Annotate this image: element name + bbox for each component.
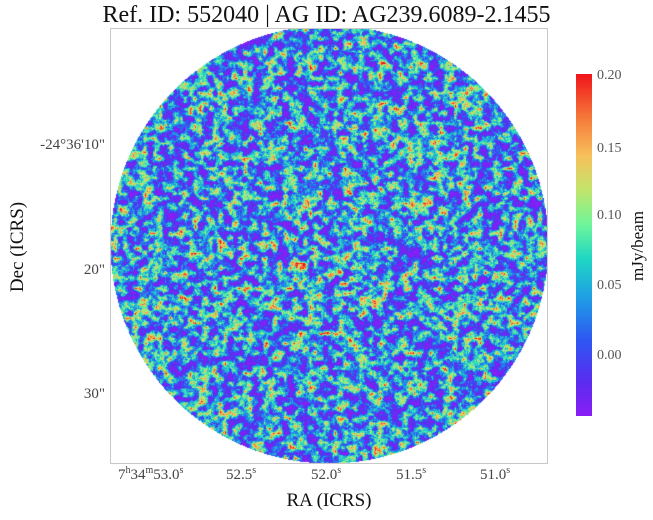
x-tick-seconds: 52.5 xyxy=(226,467,253,483)
x-tick-label: 51.5s xyxy=(396,465,427,483)
x-tick-label: 52.5s xyxy=(226,465,257,483)
y-tick-label: 20" xyxy=(83,262,105,278)
x-tick-seconds: 51.0 xyxy=(480,467,507,483)
x-tick-hours: 7 xyxy=(118,467,126,483)
colorbar-tick-label: 0.20 xyxy=(597,68,622,83)
colorbar-label: mJy/beam xyxy=(628,211,647,281)
plot-title: Ref. ID: 552040 | AG ID: AG239.6089-2.14… xyxy=(102,2,551,28)
colorbar-tick-label: 0.15 xyxy=(597,141,622,156)
colorbar-tick-label: 0.10 xyxy=(597,208,622,223)
y-tick-label: -24°36'10" xyxy=(40,137,105,153)
radio-intensity-map xyxy=(110,28,548,464)
x-tick-label: 52.0s xyxy=(311,465,342,483)
y-axis-label: Dec (ICRS) xyxy=(7,201,28,293)
colorbar xyxy=(576,74,592,416)
x-axis-label: RA (ICRS) xyxy=(286,490,372,511)
x-tick-minutes: 34 xyxy=(130,467,146,483)
colorbar-tick-label: 0.00 xyxy=(597,348,622,363)
y-tick-label: 30" xyxy=(83,386,105,402)
x-tick-label: 7h34m53.0s xyxy=(118,465,184,483)
colorbar-tick-label: 0.05 xyxy=(597,278,622,293)
x-tick-label: 51.0s xyxy=(480,465,511,483)
plot-frame xyxy=(110,28,548,464)
x-tick-seconds: 51.5 xyxy=(396,467,423,483)
x-tick-seconds: 53.0 xyxy=(153,467,180,483)
x-tick-seconds: 52.0 xyxy=(311,467,338,483)
